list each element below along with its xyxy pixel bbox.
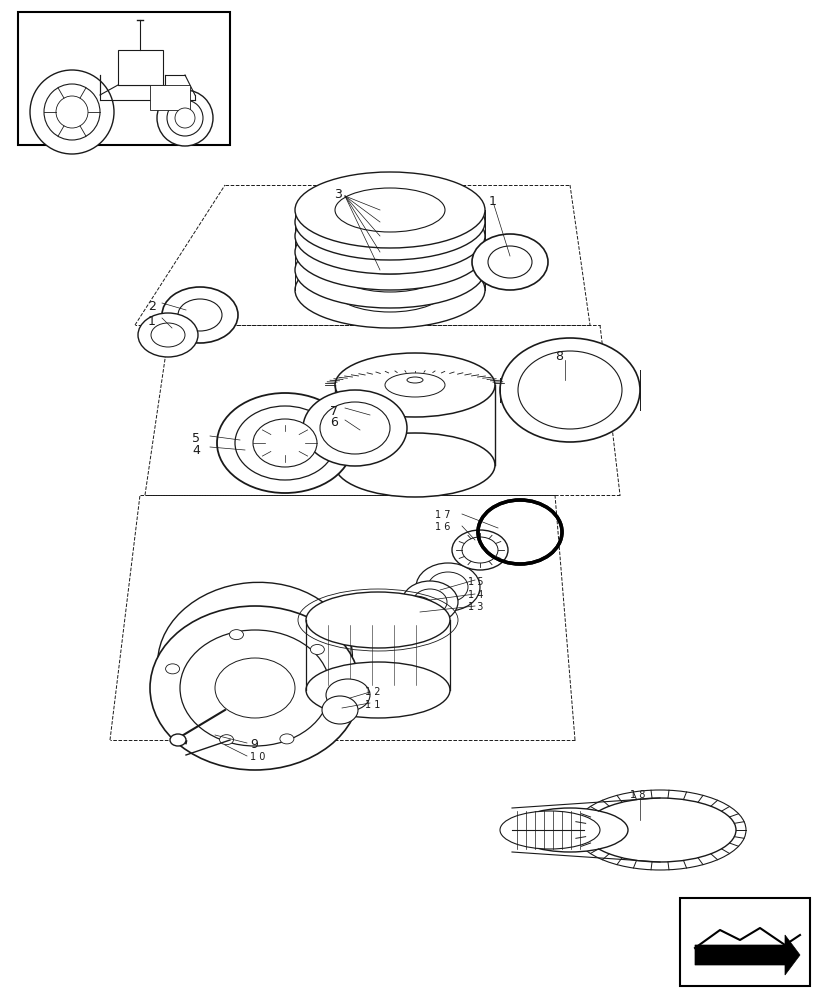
Ellipse shape: [500, 338, 639, 442]
Ellipse shape: [229, 630, 243, 640]
Ellipse shape: [471, 234, 547, 290]
Ellipse shape: [461, 537, 497, 563]
Ellipse shape: [303, 390, 407, 466]
Ellipse shape: [389, 596, 438, 634]
Ellipse shape: [217, 393, 352, 493]
Ellipse shape: [30, 70, 114, 154]
Text: 1 8: 1 8: [629, 790, 644, 800]
Ellipse shape: [294, 184, 485, 260]
Text: 1 2: 1 2: [365, 687, 380, 697]
Ellipse shape: [219, 735, 233, 745]
Ellipse shape: [170, 734, 186, 746]
Ellipse shape: [306, 662, 449, 718]
Ellipse shape: [583, 798, 735, 862]
Ellipse shape: [335, 248, 444, 292]
Ellipse shape: [179, 630, 330, 746]
Ellipse shape: [335, 214, 444, 258]
Ellipse shape: [326, 679, 370, 711]
Ellipse shape: [44, 84, 100, 140]
Ellipse shape: [151, 323, 184, 347]
Ellipse shape: [399, 604, 428, 626]
Text: 1 1: 1 1: [365, 700, 380, 710]
Bar: [118, 50, 163, 85]
Ellipse shape: [335, 268, 444, 312]
Ellipse shape: [335, 353, 495, 417]
Ellipse shape: [157, 582, 352, 738]
Ellipse shape: [294, 252, 485, 328]
Ellipse shape: [319, 402, 390, 454]
Bar: [679, 898, 809, 986]
Ellipse shape: [452, 530, 508, 570]
Ellipse shape: [215, 658, 294, 718]
Ellipse shape: [174, 108, 195, 128]
Text: 9: 9: [250, 738, 257, 751]
Ellipse shape: [167, 100, 203, 136]
Ellipse shape: [310, 644, 324, 654]
Text: 1 7: 1 7: [434, 510, 450, 520]
Text: 1 6: 1 6: [434, 522, 450, 532]
Ellipse shape: [325, 709, 339, 719]
Ellipse shape: [56, 96, 88, 128]
Text: 1: 1: [489, 195, 496, 208]
Ellipse shape: [165, 664, 179, 674]
Ellipse shape: [402, 581, 457, 623]
Text: 2: 2: [148, 300, 155, 313]
Ellipse shape: [294, 198, 485, 274]
Ellipse shape: [235, 406, 335, 480]
Ellipse shape: [518, 351, 621, 429]
Ellipse shape: [138, 313, 198, 357]
Ellipse shape: [413, 589, 447, 615]
Text: 1 0: 1 0: [250, 752, 265, 762]
Ellipse shape: [294, 172, 485, 248]
Text: 7: 7: [330, 405, 337, 418]
Text: 1 3: 1 3: [467, 602, 483, 612]
Ellipse shape: [178, 299, 222, 331]
Ellipse shape: [415, 563, 480, 611]
Text: 1 5: 1 5: [467, 577, 483, 587]
Ellipse shape: [335, 188, 444, 232]
Ellipse shape: [294, 232, 485, 308]
Text: 1 4: 1 4: [467, 590, 483, 600]
Ellipse shape: [150, 606, 360, 770]
Ellipse shape: [385, 373, 444, 397]
Ellipse shape: [511, 808, 627, 852]
Ellipse shape: [407, 377, 423, 383]
Polygon shape: [694, 935, 799, 975]
Text: 1: 1: [148, 315, 155, 328]
Ellipse shape: [322, 696, 357, 724]
Ellipse shape: [335, 433, 495, 497]
Text: 5: 5: [192, 432, 200, 445]
Ellipse shape: [573, 790, 745, 870]
Text: 8: 8: [554, 350, 562, 363]
Ellipse shape: [335, 200, 444, 244]
Ellipse shape: [280, 734, 294, 744]
Bar: [150, 85, 189, 110]
Ellipse shape: [306, 592, 449, 648]
Ellipse shape: [157, 90, 213, 146]
Ellipse shape: [428, 572, 467, 602]
Text: 4: 4: [192, 444, 199, 457]
Ellipse shape: [335, 230, 444, 274]
Ellipse shape: [500, 811, 600, 849]
Ellipse shape: [487, 246, 532, 278]
Ellipse shape: [162, 287, 237, 343]
Bar: [18, 12, 230, 145]
Text: 3: 3: [333, 188, 342, 201]
Text: 6: 6: [330, 416, 337, 429]
Ellipse shape: [253, 419, 317, 467]
Ellipse shape: [294, 214, 485, 290]
